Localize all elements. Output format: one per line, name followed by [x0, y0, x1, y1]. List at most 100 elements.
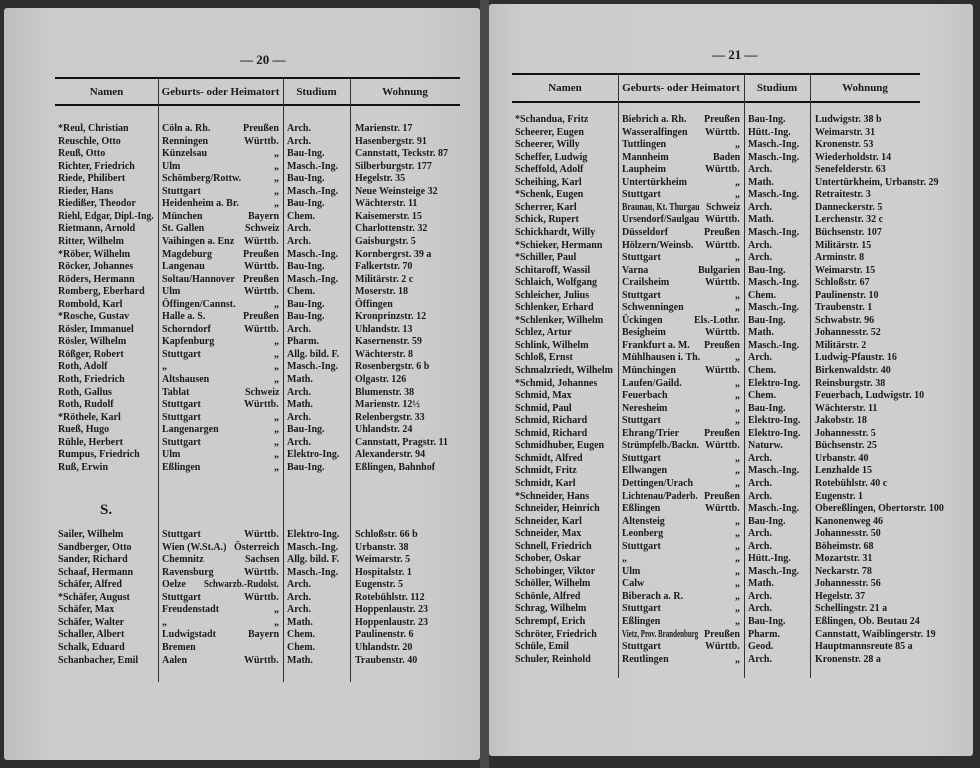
name-cell: Romberg, Eberhard [58, 286, 145, 298]
header-bottom-rule [55, 104, 460, 106]
name-cell: *Schäfer, August [58, 591, 130, 603]
name-cell: Rösler, Wilhelm [58, 336, 127, 348]
birthplace-cell: Magdeburg [162, 248, 212, 260]
state-cell: Baden [713, 151, 741, 163]
name-cell: Schlaich, Wolfgang [515, 277, 598, 289]
birthplace-cell: Kapfenburg [162, 336, 215, 348]
name-cell: Sandberger, Otto [58, 541, 132, 553]
birthplace-cell: Langenargen [162, 424, 219, 436]
study-cell: Masch.-Ing. [748, 465, 800, 477]
name-cell: Schüle, Emil [515, 641, 569, 653]
state-cell: „ [735, 189, 740, 201]
state-cell: „ [274, 198, 279, 210]
state-cell: Württb. [705, 440, 740, 452]
study-cell: Arch. [748, 252, 772, 264]
address-cell: Kronenstr. 53 [815, 139, 874, 151]
study-cell: Bau-Ing. [748, 515, 786, 527]
address-cell: Rosenbergstr. 6 b [355, 361, 430, 373]
address-cell: Uhlandstr. 24 [355, 424, 413, 436]
birthplace-cell: Ulm [162, 286, 181, 298]
study-cell: Masch.-Ing. [748, 139, 800, 151]
name-cell: *Reul, Christian [58, 123, 129, 134]
address-cell: Rotebühlstr. 40 c [815, 477, 888, 489]
address-cell: Kanonenweg 46 [815, 515, 884, 527]
name-cell: Schöller, Wilhelm [515, 578, 591, 590]
study-cell: Bau-Ing. [287, 173, 325, 185]
address-cell: Ludwig-Pfaustr. 16 [815, 352, 897, 364]
name-cell: Scheerer, Eugen [515, 126, 584, 138]
birthplace-cell: Renningen [162, 135, 209, 147]
column-header-label: Studium [296, 86, 337, 98]
address-cell: Eugenstr. 1 [815, 490, 863, 502]
address-cell: Uhlandstr. 13 [355, 323, 413, 335]
study-cell: Bau-Ing. [748, 264, 786, 276]
study-cell: Pharm. [287, 336, 319, 348]
address-cell: Moserstr. 18 [355, 286, 408, 298]
column-divider [350, 79, 351, 682]
study-cell: Masch.-Ing. [748, 339, 800, 351]
address-cell: Urbanstr. 40 [815, 452, 869, 464]
birthplace-cell: Ellwangen [622, 465, 668, 477]
state-cell: Preußen [243, 123, 279, 134]
study-cell: Bau-Ing. [748, 114, 786, 125]
address-cell: Ludwigstr. 38 b [815, 114, 882, 125]
column-header: Namen [57, 86, 156, 98]
state-cell: Württb. [244, 399, 279, 411]
study-cell: Chem. [287, 629, 316, 641]
state-cell: „ [735, 302, 740, 314]
address-cell: Blumenstr. 38 [355, 386, 415, 398]
study-cell: Bau-Ing. [287, 298, 325, 310]
address-cell: Cannstatt, Pragstr. 11 [355, 436, 448, 448]
name-cell: Schaller, Albert [58, 629, 125, 641]
birthplace-cell: Stuttgart [622, 452, 661, 464]
state-cell: Württb. [705, 327, 740, 339]
state-cell: „ [735, 465, 740, 477]
name-cell: Schmid, Max [515, 390, 572, 402]
study-cell: Arch. [748, 590, 772, 602]
birthplace-cell: Vietz, Prov. Brandenburg [622, 628, 699, 640]
study-cell: Masch.-Ing. [748, 226, 800, 238]
name-cell: Reuschle, Otto [58, 135, 121, 147]
state-cell: „ [735, 616, 740, 627]
right-page [489, 4, 973, 756]
name-cell: Rombold, Karl [58, 298, 123, 310]
study-cell: Math. [287, 374, 313, 385]
name-cell: Schitaroff, Wassil [515, 264, 591, 276]
state-cell: „ [735, 477, 740, 489]
column-header-label: Wohnung [382, 86, 428, 98]
birthplace-cell: Schömberg/Rottw. [162, 173, 242, 185]
address-cell: Arminstr. 8 [815, 252, 865, 264]
birthplace-cell: Ückingen [622, 314, 663, 326]
right_page-number: — 21 — [712, 47, 758, 62]
birthplace-cell: Schorndorf [162, 323, 211, 335]
name-cell: Roth, Adolf [58, 361, 108, 373]
address-cell: Neue Weinsteige 32 [355, 185, 438, 197]
address-cell: Kornbergrst. 39 a [355, 248, 432, 260]
study-cell: Masch.-Ing. [748, 277, 800, 289]
state-cell: Württb. [705, 503, 740, 515]
study-cell: Arch. [748, 603, 772, 615]
study-cell: Masch.-Ing. [287, 566, 339, 578]
state-cell: „ [735, 553, 740, 565]
name-cell: *Schmid, Johannes [515, 377, 598, 389]
state-cell: Österreich [234, 541, 280, 553]
name-cell: Riehl, Edgar, Dipl.-Ing. [58, 210, 154, 222]
name-cell: Schlink, Wilhelm [515, 339, 589, 351]
address-cell: Wächterstr. 11 [355, 198, 418, 210]
name-cell: Scheffer, Ludwig [515, 151, 588, 163]
birthplace-cell: Cöln a. Rh. [162, 123, 211, 134]
state-cell: Württb. [244, 566, 279, 578]
study-cell: Arch. [287, 411, 311, 423]
birthplace-cell: Varna [622, 264, 649, 276]
birthplace-cell: Soltau/Hannover [162, 273, 235, 285]
birthplace-cell: Ursendorf/Saulgau [622, 214, 700, 226]
name-cell: Rueß, Hugo [58, 424, 110, 436]
column-divider [283, 79, 284, 682]
study-cell: Chem. [287, 286, 316, 298]
column-header: Studium [285, 86, 348, 98]
study-cell: Allg. bild. F. [287, 348, 340, 360]
study-cell: Chem. [287, 210, 316, 222]
name-cell: Schober, Oskar [515, 553, 581, 565]
name-cell: Schmid, Richard [515, 415, 588, 427]
birthplace-cell: Öffingen/Cannst. [162, 298, 236, 310]
